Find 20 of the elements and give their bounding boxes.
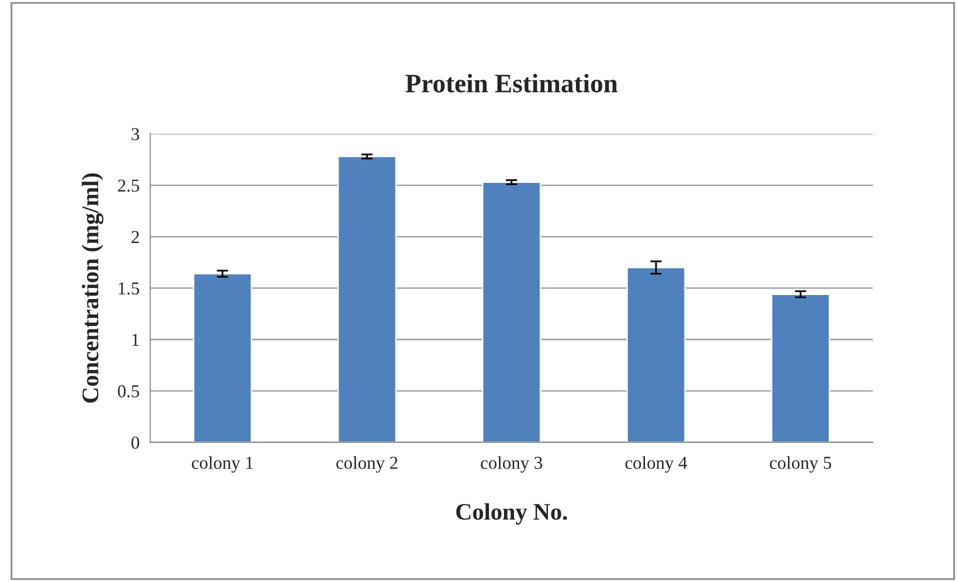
x-tick-label: colony 3 — [480, 456, 542, 473]
y-tick-label: 2 — [132, 230, 139, 243]
bar — [192, 273, 252, 442]
y-tick-label: 2.5 — [118, 180, 140, 192]
chart-title: Protein Estimation — [406, 74, 618, 92]
x-tick-label: colony 1 — [192, 456, 253, 473]
bar — [337, 156, 397, 442]
y-tick-label: 1.5 — [118, 282, 140, 295]
y-tick-label: 0 — [131, 436, 140, 449]
x-tick-label: colony 4 — [625, 456, 688, 473]
x-tick-label: colony 2 — [336, 456, 398, 473]
y-tick-label: 3 — [132, 128, 140, 140]
x-tick-label: colony 5 — [770, 456, 832, 473]
bar — [770, 294, 830, 442]
bar — [482, 181, 542, 442]
bar — [626, 266, 686, 442]
y-tick-label: 1 — [132, 334, 139, 346]
y-axis-title: Concentration (mg/ml) — [82, 173, 104, 403]
y-tick-label: 0.5 — [118, 385, 140, 398]
x-axis-title: Colony No. — [456, 503, 567, 525]
